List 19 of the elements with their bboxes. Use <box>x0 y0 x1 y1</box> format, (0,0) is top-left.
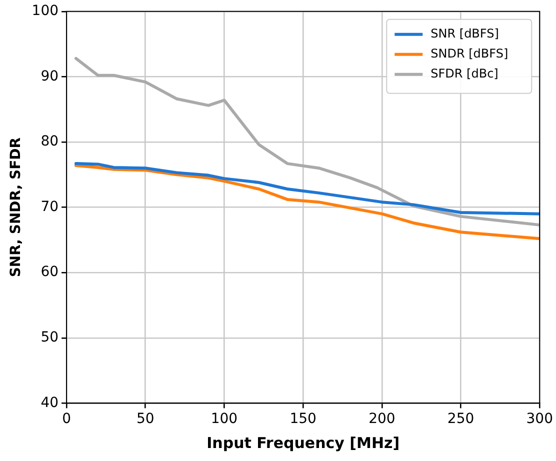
y-tick-label: 40 <box>40 394 59 411</box>
x-tick-label: 250 <box>447 411 474 428</box>
y-tick-label: 60 <box>40 264 59 280</box>
y-axis-title: SNR, SNDR, SFDR <box>8 137 24 278</box>
y-tick-label: 70 <box>40 198 59 215</box>
x-axis-title: Input Frequency [MHz] <box>206 434 400 452</box>
y-tick-label: 90 <box>40 68 59 84</box>
x-tick-label: 200 <box>368 411 396 428</box>
x-tick-label: 50 <box>136 411 154 428</box>
legend-label: SNR [dBFS] <box>430 26 499 41</box>
y-tick-label: 50 <box>40 330 59 346</box>
y-tick-label: 100 <box>32 3 59 20</box>
x-tick-label: 0 <box>62 411 71 428</box>
legend-label: SFDR [dBc] <box>430 66 498 81</box>
y-tick-label: 80 <box>40 134 59 150</box>
x-tick-label: 100 <box>210 411 238 428</box>
legend-label: SNDR [dBFS] <box>430 46 508 61</box>
x-tick-label: 150 <box>290 411 316 428</box>
x-tick-label: 300 <box>526 411 554 428</box>
